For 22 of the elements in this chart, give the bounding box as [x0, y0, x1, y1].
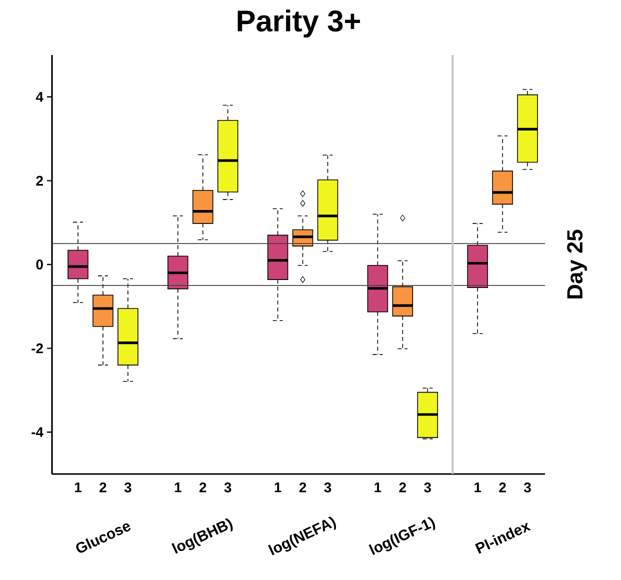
- x-tick-label: 1: [74, 482, 82, 492]
- x-tick-label: 3: [424, 482, 431, 492]
- chart-title: Parity 3+: [238, 10, 360, 38]
- x-tick-label: 2: [299, 482, 306, 492]
- x-tick-label: 2: [199, 482, 206, 492]
- y-tick-label: 0: [36, 260, 43, 270]
- x-tick-label: 1: [174, 482, 182, 492]
- x-tick-label: 2: [100, 482, 106, 492]
- x-tick-label: 3: [224, 482, 232, 492]
- y-tick-label: 2: [36, 176, 43, 186]
- x-tick-label: 2: [499, 482, 506, 492]
- x-tick-label: 2: [399, 482, 406, 492]
- x-tick-label: 1: [374, 482, 382, 492]
- x-tick-label: 3: [124, 482, 132, 492]
- x-tick-label: 1: [274, 482, 282, 492]
- y2-axis-title: Day 25: [567, 230, 587, 298]
- x-tick-label: 3: [324, 482, 332, 492]
- x-tick-label: 3: [524, 482, 531, 492]
- x-tick-label: 1: [474, 482, 482, 492]
- y-tick-label: 4: [36, 92, 44, 102]
- y-tick-label: -4: [32, 427, 44, 437]
- y-tick-label: -2: [32, 343, 43, 354]
